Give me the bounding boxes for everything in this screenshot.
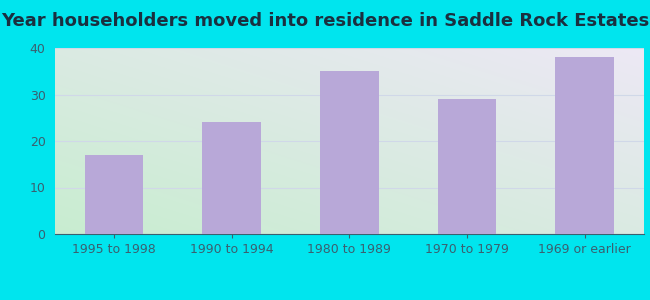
Bar — [555, 57, 614, 234]
Bar — [84, 155, 144, 234]
Bar — [320, 71, 379, 234]
Bar — [202, 122, 261, 234]
Bar — [437, 99, 497, 234]
Text: Year householders moved into residence in Saddle Rock Estates: Year householders moved into residence i… — [1, 12, 649, 30]
